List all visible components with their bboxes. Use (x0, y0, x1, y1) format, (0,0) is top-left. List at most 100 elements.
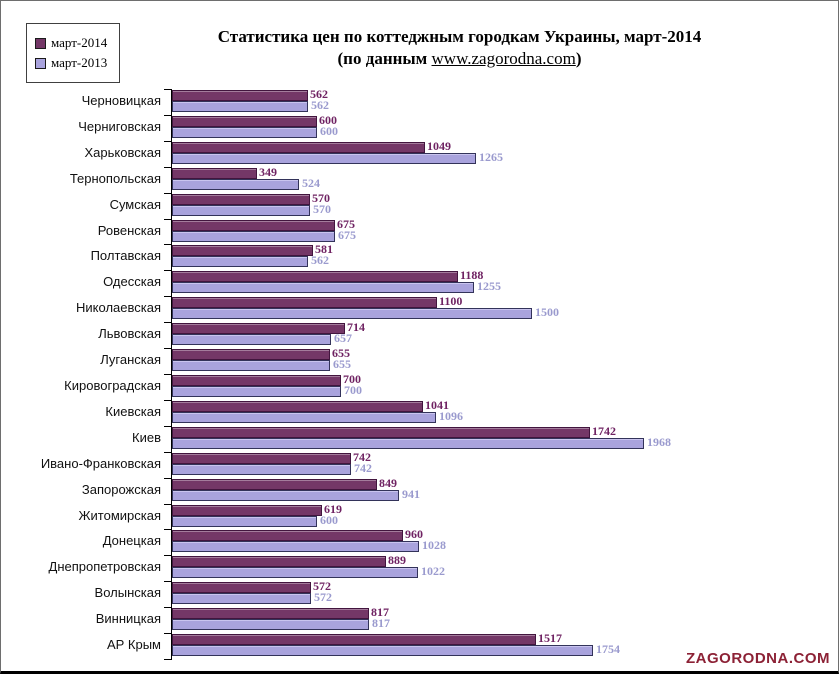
value-label-2013: 700 (344, 383, 362, 397)
bar-2014 (172, 634, 536, 646)
chart-row: АР Крым 1517 1754 (1, 631, 838, 659)
bar-2014 (172, 167, 257, 179)
watermark: ZAGORODNA.COM (686, 650, 830, 667)
value-label-2013: 1968 (647, 434, 671, 449)
chart-row: Николаевская 1100 1500 (1, 294, 838, 322)
value-label-2014: 675 (337, 216, 355, 231)
category-label: Одесская (103, 274, 161, 290)
bar-2014 (172, 271, 458, 283)
chart-row: Запорожская 849 941 (1, 476, 838, 504)
chart-row: Киевская 1041 1096 (1, 397, 838, 426)
value-label-2014: 655 (332, 346, 350, 361)
value-label-2014: 1041 (425, 397, 449, 412)
value-label-2013: 817 (372, 616, 390, 631)
bar-2014 (172, 504, 322, 516)
bar-2014 (172, 582, 311, 594)
category-label: Тернопольская (69, 170, 161, 186)
chart-row: Ровенская 675 675 (1, 216, 838, 245)
chart-row: Тернопольская 349 524 (1, 165, 838, 193)
chart-row: Кировоградская 700 700 (1, 372, 838, 400)
plot-area: Черновицкая 562 562 Черниговская 600 600 Харьк… (1, 87, 838, 660)
value-label-2013: 1255 (477, 279, 501, 294)
value-label-2014: 581 (315, 242, 333, 257)
category-label: Ровенская (97, 222, 161, 238)
value-label-2014: 889 (388, 553, 406, 568)
value-label-2014: 1742 (592, 423, 616, 438)
category-label: Ивано-Франковская (40, 455, 161, 471)
bar-2013 (172, 360, 330, 372)
category-label: Черновицкая (81, 93, 161, 108)
chart-row: Волынская 572 572 (1, 579, 838, 607)
bar-2013 (172, 230, 335, 242)
bar-2014 (172, 141, 425, 153)
value-label-2014: 1049 (427, 138, 451, 153)
bar-2014 (172, 245, 313, 257)
legend-item-2013: март-2013 (35, 55, 107, 71)
category-label: Днепропетровская (48, 559, 161, 575)
value-label-2014: 1100 (439, 294, 463, 309)
bar-2014 (172, 452, 351, 464)
bar-rows: Черновицкая 562 562 Черниговская 600 600 Харьк… (1, 87, 838, 660)
chart-title-line2: (по данным www.zagorodna.com) (126, 48, 793, 70)
bar-2013 (172, 437, 644, 449)
value-label-2013: 562 (311, 253, 329, 268)
bar-2013 (172, 152, 476, 164)
category-label: Донецкая (102, 533, 161, 549)
chart-row: Харьковская 1049 1265 (1, 138, 838, 167)
value-label-2014: 1188 (460, 268, 484, 283)
category-label: Полтавская (90, 248, 161, 264)
value-label-2014: 570 (312, 190, 330, 205)
value-label-2013: 562 (311, 98, 329, 112)
bar-2013 (172, 541, 419, 553)
category-label: Сумская (109, 196, 161, 212)
legend-label-2013: март-2013 (51, 55, 108, 70)
bar-2013 (172, 178, 299, 190)
bar-2013 (172, 515, 317, 527)
bar-2014 (172, 349, 330, 361)
bar-2013 (172, 489, 399, 501)
chart-title: Статистика цен по коттеджным городкам Ук… (126, 26, 793, 70)
category-label: Львовская (98, 326, 161, 342)
chart-row: Луганская 655 655 (1, 346, 838, 374)
value-label-2013: 572 (314, 590, 332, 605)
chart-row: Киев 1742 1968 (1, 423, 838, 452)
legend-swatch-2014-icon (35, 37, 46, 49)
chart-row: Житомирская 619 600 (1, 502, 838, 530)
bar-2013 (172, 386, 341, 397)
value-label-2013: 655 (333, 357, 351, 372)
bar-2014 (172, 608, 369, 620)
category-axis (171, 89, 172, 659)
bar-2013 (172, 126, 317, 138)
title-line2-prefix: (по данным (337, 49, 432, 68)
bar-2014 (172, 426, 590, 438)
category-label: Волынская (94, 585, 161, 601)
value-label-2013: 600 (320, 512, 338, 527)
bar-2013 (172, 645, 593, 657)
chart-row: Ивано-Франковская 742 742 (1, 450, 838, 478)
value-label-2013: 941 (402, 486, 420, 501)
value-label-2013: 1265 (479, 149, 503, 164)
value-label-2013: 1500 (535, 305, 559, 320)
category-label: Николаевская (76, 300, 161, 316)
chart-row: Винницкая 817 817 (1, 605, 838, 633)
bar-2013 (172, 411, 436, 423)
source-link[interactable]: www.zagorodna.com (431, 49, 576, 68)
chart-row: Львовская 714 657 (1, 320, 838, 348)
bar-2014 (172, 375, 341, 386)
category-label: Луганская (100, 352, 161, 368)
category-label: Киевская (105, 403, 161, 419)
bar-2014 (172, 323, 345, 335)
bar-2013 (172, 334, 331, 346)
value-label-2013: 1754 (596, 642, 620, 657)
value-label-2014: 700 (343, 372, 361, 386)
category-label: АР Крым (106, 637, 161, 653)
category-label: Киев (132, 429, 161, 445)
category-label: Запорожская (81, 481, 161, 497)
bar-2014 (172, 115, 317, 127)
bar-2014 (172, 297, 437, 309)
legend-item-2014: март-2014 (35, 35, 107, 51)
value-label-2013: 1022 (421, 564, 445, 579)
category-label: Харьковская (84, 144, 161, 160)
chart-title-line1: Статистика цен по коттеджным городкам Ук… (217, 27, 702, 46)
